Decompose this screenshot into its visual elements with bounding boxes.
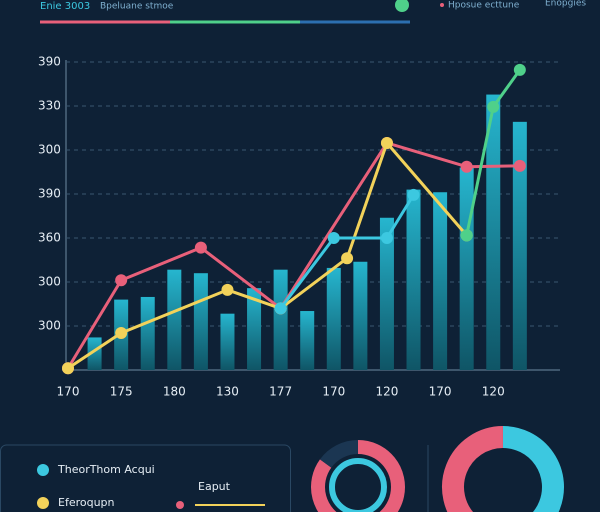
bar — [193, 273, 208, 370]
bar — [247, 288, 262, 370]
header-legend: Hposue ecttune — [448, 1, 520, 11]
y-tick-label: 330 — [38, 99, 61, 113]
donut-segment — [442, 426, 504, 512]
header-subtitle: Bpeluane stmoe — [100, 2, 174, 12]
x-tick-label: 170 — [429, 385, 452, 399]
point — [407, 188, 420, 201]
footer-label: Eaput — [198, 480, 231, 493]
bar — [512, 121, 527, 370]
y-tick-label: 360 — [38, 231, 61, 245]
x-tick-label: 120 — [375, 385, 398, 399]
y-tick-label: 300 — [38, 275, 61, 289]
bar — [353, 261, 368, 370]
point — [460, 229, 473, 242]
point — [115, 274, 128, 287]
x-tick-label: 180 — [163, 385, 186, 399]
line — [279, 194, 415, 310]
point — [341, 252, 354, 265]
donut-segment — [311, 440, 405, 512]
bar — [273, 269, 288, 370]
y-tick-label: 300 — [38, 143, 61, 157]
footer-dot — [176, 501, 184, 509]
point — [115, 327, 128, 340]
bar — [486, 94, 501, 370]
legend-dot — [37, 464, 49, 476]
status-dot — [395, 0, 409, 12]
point — [513, 63, 526, 76]
x-tick-label: 130 — [216, 385, 239, 399]
bar — [300, 311, 315, 370]
bar — [379, 217, 394, 370]
bar — [326, 267, 341, 370]
bar — [140, 296, 155, 370]
y-tick-label: 300 — [38, 319, 61, 333]
bar — [406, 189, 421, 370]
point — [221, 283, 234, 296]
header-title: Enie 3003 — [40, 1, 90, 12]
donut-inner — [329, 458, 387, 512]
point — [194, 241, 207, 254]
donut-segment — [319, 440, 359, 468]
point — [380, 232, 393, 244]
bar — [167, 269, 182, 370]
point — [513, 159, 526, 172]
legend-label: TheorThom Acqui — [57, 463, 155, 476]
bar — [459, 167, 474, 370]
bar — [220, 313, 235, 370]
legend-dot — [37, 497, 49, 509]
legend-label: Eferoqupn — [58, 496, 115, 509]
x-tick-label: 175 — [110, 385, 133, 399]
x-tick-label: 120 — [482, 385, 505, 399]
x-tick-label: 177 — [269, 385, 292, 399]
x-tick-label: 170 — [57, 385, 80, 399]
point — [62, 362, 74, 375]
bar — [87, 337, 102, 370]
header-legend: Enopgies — [545, 0, 586, 9]
donut-segment — [502, 426, 564, 512]
point — [380, 136, 393, 149]
point — [327, 232, 340, 244]
y-tick-label: 390 — [38, 55, 61, 69]
y-tick-label: 390 — [38, 187, 61, 201]
point — [274, 302, 287, 315]
point — [460, 160, 473, 173]
x-tick-label: 170 — [322, 385, 345, 399]
legend-dot — [440, 3, 444, 7]
point — [487, 100, 500, 113]
bar — [433, 192, 448, 370]
legend-panel — [0, 444, 291, 512]
